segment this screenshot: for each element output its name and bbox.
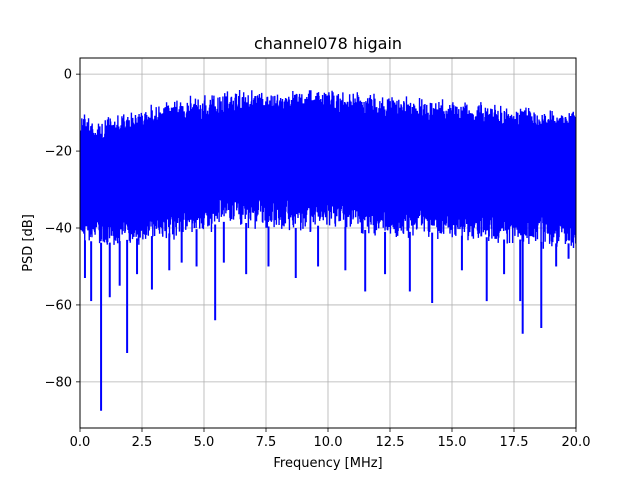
y-tick-label: 0 bbox=[64, 68, 72, 83]
x-tick-label: 20.0 bbox=[562, 435, 591, 450]
y-tick-label: −80 bbox=[45, 375, 72, 390]
x-tick-label: 5.0 bbox=[194, 435, 215, 450]
x-tick-label: 10.0 bbox=[314, 435, 343, 450]
y-tick-label: −60 bbox=[45, 298, 72, 313]
x-axis: 0.0 2.5 5.0 7.5 10.0 12.5 15.0 17.5 20.0 bbox=[70, 428, 591, 450]
chart-title: channel078 higain bbox=[254, 34, 402, 53]
x-tick-label: 17.5 bbox=[500, 435, 529, 450]
psd-trace bbox=[80, 89, 576, 249]
x-tick-label: 15.0 bbox=[438, 435, 467, 450]
y-axis-title: PSD [dB] bbox=[21, 214, 36, 272]
x-tick-label: 0.0 bbox=[70, 435, 91, 450]
y-tick-label: −20 bbox=[45, 145, 72, 160]
x-tick-label: 12.5 bbox=[376, 435, 405, 450]
y-axis: 0 −20 −40 −60 −80 bbox=[45, 68, 80, 390]
x-tick-label: 7.5 bbox=[256, 435, 277, 450]
y-tick-label: −40 bbox=[45, 222, 72, 237]
x-tick-label: 2.5 bbox=[132, 435, 153, 450]
x-axis-title: Frequency [MHz] bbox=[273, 456, 382, 471]
series-line bbox=[80, 89, 576, 411]
